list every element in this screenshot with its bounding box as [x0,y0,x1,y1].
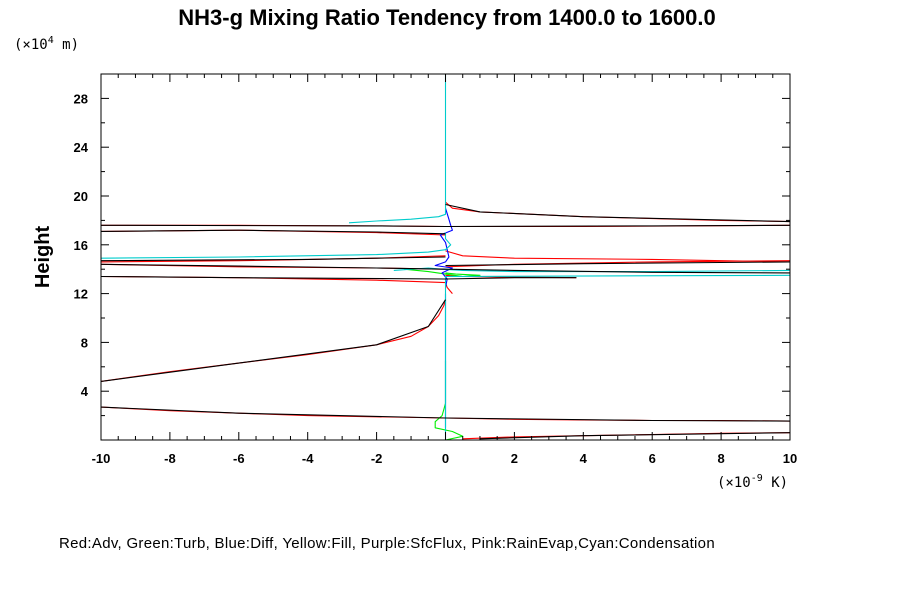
series-line-condensation [444,274,791,288]
y-tick-label: 28 [74,91,88,106]
series-total [100,203,791,440]
x-tick-label: -6 [233,451,245,466]
x-tick-label: -2 [371,451,383,466]
series-layer [100,74,791,441]
series-line-adv [100,299,447,382]
y-units-label: (×104 m) [14,35,79,53]
y-tick-label: 4 [81,384,89,399]
y-tick-label: 8 [81,335,88,350]
series-line-condensation [100,232,452,259]
x-tick-label: 0 [442,451,449,466]
x-tick-label: -8 [164,451,176,466]
series-line-total [100,299,446,382]
series-line-adv [445,201,791,223]
series-line-total [100,229,446,235]
y-tick-label: 20 [74,189,88,204]
legend-text: Red:Adv, Green:Turb, Blue:Diff, Yellow:F… [59,535,715,552]
series-line-turb [434,360,464,441]
series-line-adv [445,250,791,263]
series-line-total [100,406,791,422]
series-line-total [100,224,791,228]
series-turb [404,268,481,441]
x-tick-label: 10 [783,451,797,466]
series-line-total [100,275,577,280]
y-tick-label: 24 [74,140,89,155]
series-line-condensation [393,267,791,273]
series-line-diff [434,208,453,288]
y-axis-label: Height [32,226,54,289]
series-line-total [445,261,791,267]
x-tick-label: -10 [92,451,111,466]
chart-title: NH3-g Mixing Ratio Tendency from 1400.0 … [178,5,716,30]
x-units-label: (×10-9 K) [717,473,788,491]
y-tick-label: 16 [74,238,88,253]
series-line-total [100,256,446,262]
y-tick-label: 12 [74,287,88,302]
series-line-total [445,203,791,223]
x-tick-label: 8 [717,451,724,466]
series-diff [434,208,453,428]
series-line-condensation [348,74,447,224]
x-tick-label: -4 [302,451,314,466]
x-tick-label: 6 [649,451,656,466]
series-condensation [100,74,791,440]
x-tick-label: 2 [511,451,518,466]
series-line-total [100,263,791,274]
x-tick-label: 4 [580,451,588,466]
